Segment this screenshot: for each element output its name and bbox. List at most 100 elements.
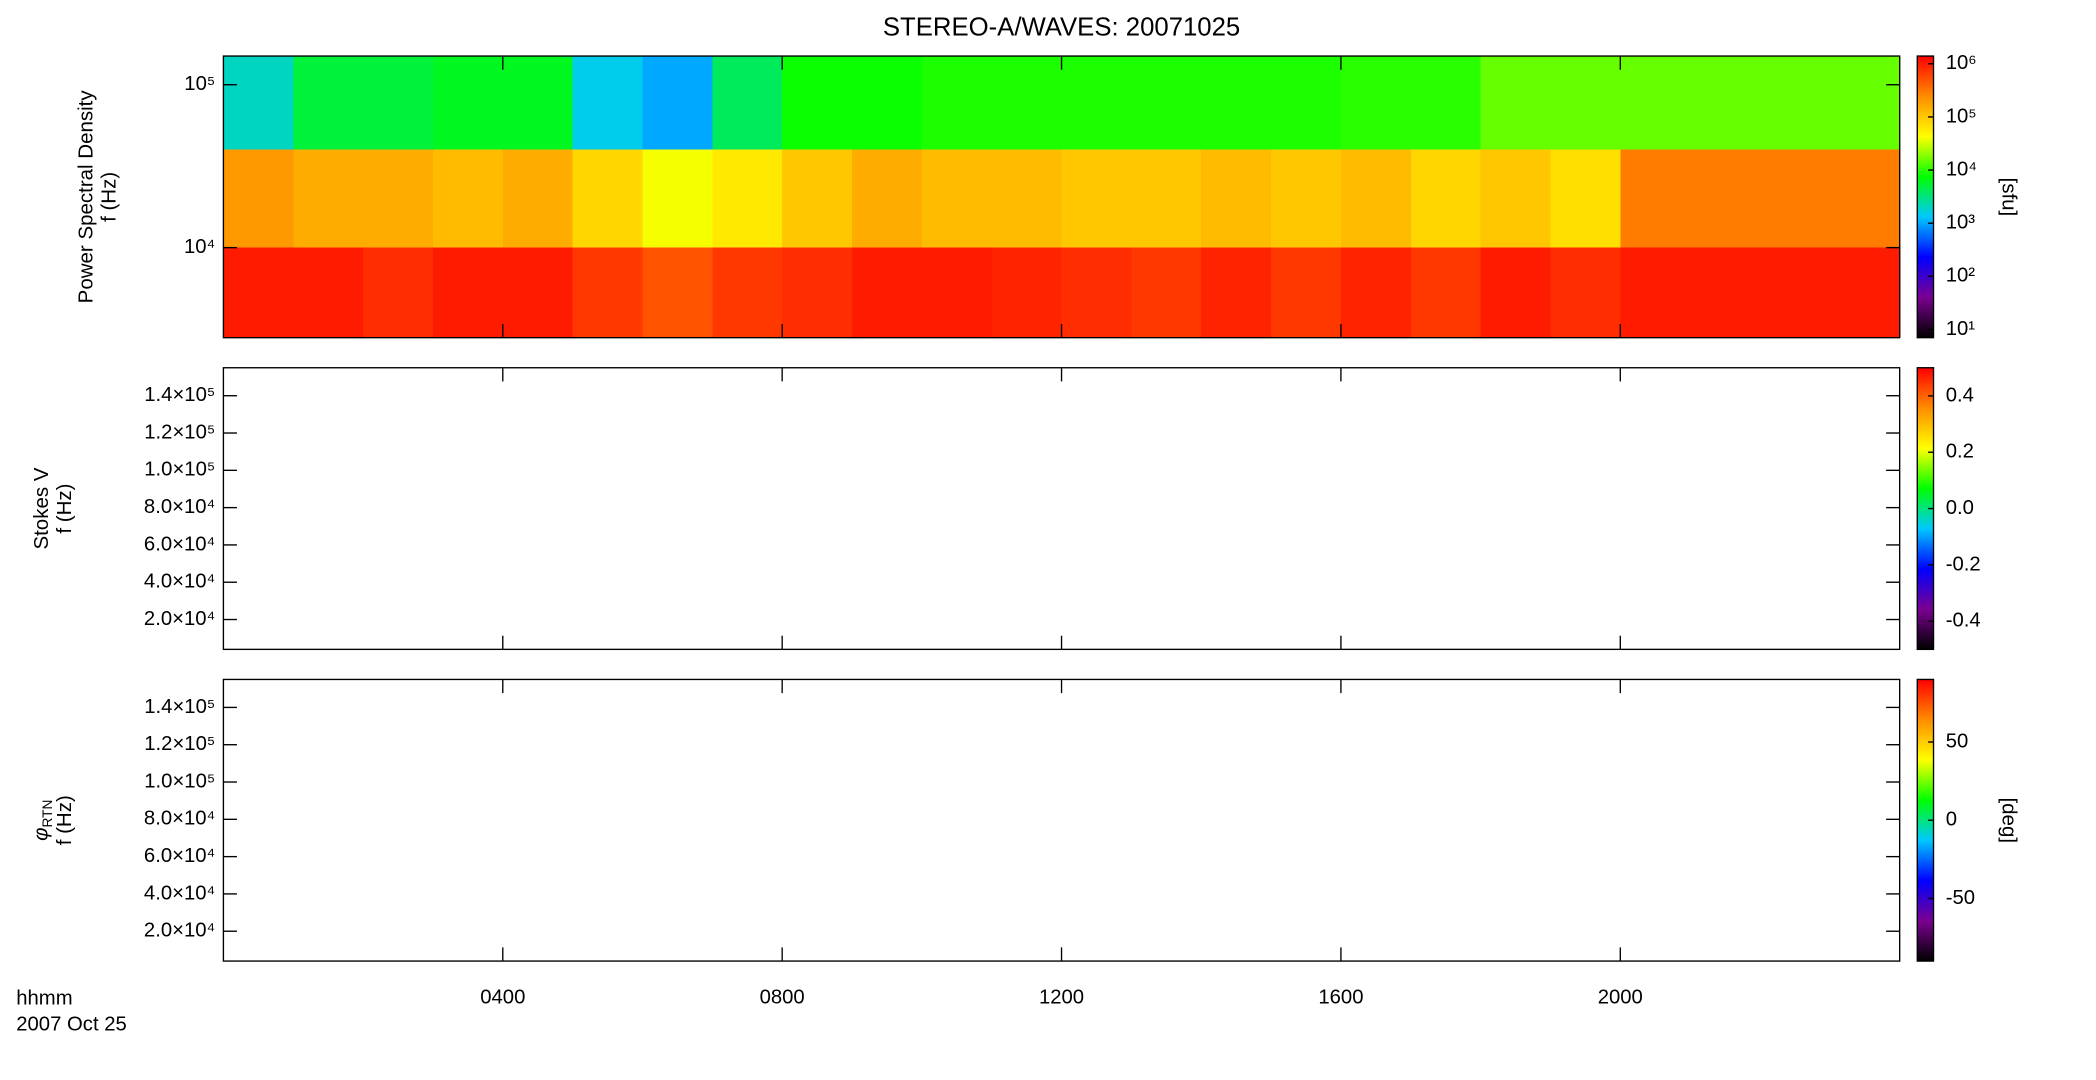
heatmap-cell <box>1829 247 1901 338</box>
heatmap-cell <box>1061 247 1133 338</box>
heatmap-cell <box>223 149 294 248</box>
heatmap-cell <box>1690 149 1761 248</box>
heatmap-cell <box>782 149 853 248</box>
heatmap-cell <box>1620 56 1691 150</box>
heatmap-cell <box>1201 149 1272 248</box>
x-tick-label: 1200 <box>1039 986 1084 1008</box>
heatmap-cell <box>1061 149 1133 248</box>
heatmap-cell <box>852 149 923 248</box>
colorbar-tick-label: 0.4 <box>1946 384 1974 406</box>
y-tick-label: 6.0×10⁴ <box>144 533 215 555</box>
heatmap-cell <box>1620 247 1691 338</box>
y-tick-label: 1.4×10⁵ <box>144 384 215 406</box>
plot-frame <box>222 367 1901 651</box>
colorbar-tick-label: 0 <box>1946 809 1957 831</box>
heatmap-cell <box>712 149 783 248</box>
heatmap-cell <box>782 56 853 150</box>
heatmap-cell <box>1271 247 1342 338</box>
colorbar-label: [deg] <box>1998 797 2020 843</box>
heatmap-cell <box>502 149 574 248</box>
y-axis-label-line: f (Hz) <box>54 484 76 534</box>
heatmap-cell <box>1829 149 1901 248</box>
heatmap-cell <box>1550 149 1621 248</box>
colorbar-tick-label: 10³ <box>1946 212 1976 234</box>
heatmap-cell <box>223 56 294 150</box>
heatmap-cell <box>1340 149 1412 248</box>
colorbar-tick-label: 0.2 <box>1946 441 1974 463</box>
heatmap-cell <box>1410 149 1482 248</box>
plot-frame <box>222 678 1901 962</box>
y-tick-label: 1.0×10⁵ <box>144 770 215 792</box>
y-tick-label: 10⁴ <box>184 236 215 258</box>
heatmap-cell <box>642 56 713 150</box>
heatmap-cell <box>502 247 574 338</box>
x-tick-label: 1600 <box>1318 986 1363 1008</box>
chart-title: STEREO-A/WAVES: 20071025 <box>883 13 1240 41</box>
heatmap-cell <box>852 247 923 338</box>
x-axis-label: hhmm <box>16 988 72 1010</box>
heatmap-cell <box>1271 56 1342 150</box>
heatmap-cell <box>1340 247 1412 338</box>
y-tick-label: 2.0×10⁴ <box>144 920 215 942</box>
heatmap-cell <box>1829 56 1901 150</box>
heatmap-cell <box>293 149 364 248</box>
heatmap-cell <box>1201 247 1272 338</box>
y-tick-label: 2.0×10⁴ <box>144 608 215 630</box>
heatmap-cell <box>1410 56 1482 150</box>
label-symbol: φ <box>31 827 53 840</box>
label-subscript: RTN <box>40 800 55 828</box>
heatmap-cell <box>502 56 574 150</box>
heatmap-cell <box>1410 247 1482 338</box>
heatmap-cell <box>1759 149 1831 248</box>
heatmap-cell <box>1550 247 1621 338</box>
colorbar-tick-label: 10¹ <box>1946 318 1976 340</box>
heatmap-cell <box>712 247 783 338</box>
heatmap-cell <box>1759 247 1831 338</box>
heatmap-cell <box>991 56 1063 150</box>
heatmap-cell <box>432 247 504 338</box>
y-tick-label: 1.2×10⁵ <box>144 733 215 755</box>
heatmap-cell <box>293 56 364 150</box>
heatmap-cell <box>223 247 294 338</box>
y-axis-label: φRTN f (Hz) <box>31 795 76 845</box>
y-tick-label: 6.0×10⁴ <box>144 845 215 867</box>
colorbar-tick-label: 10⁴ <box>1946 158 1977 180</box>
heatmap-cell <box>572 247 644 338</box>
colorbar-tick-label: -50 <box>1946 887 1975 909</box>
heatmap-cell <box>1759 56 1831 150</box>
colorbar-tick-label: 0.0 <box>1946 497 1974 519</box>
y-tick-label: 10⁵ <box>184 73 215 95</box>
heatmap-cell <box>1690 247 1761 338</box>
heatmap-cell <box>1131 56 1202 150</box>
heatmap-cell <box>1201 56 1272 150</box>
heatmap-cell <box>991 247 1063 338</box>
y-axis-label-line: Power Spectral Density <box>76 90 98 304</box>
colorbar-tick-label: 50 <box>1946 730 1969 752</box>
heatmap-cell <box>572 149 644 248</box>
x-tick-label: 0800 <box>760 986 805 1008</box>
y-tick-label: 1.4×10⁵ <box>144 696 215 718</box>
colorbar-tick-label: 10⁶ <box>1946 52 1977 74</box>
colorbar-tick-label: -0.4 <box>1946 610 1981 632</box>
heatmap-cell <box>1550 56 1621 150</box>
heatmap-cell <box>921 149 993 248</box>
heatmap-cell <box>363 247 434 338</box>
heatmap-cell <box>852 56 923 150</box>
heatmap-cell <box>782 247 853 338</box>
heatmap-cell <box>363 149 434 248</box>
y-tick-label: 1.2×10⁵ <box>144 421 215 443</box>
y-tick-label: 1.0×10⁵ <box>144 459 215 481</box>
colorbar-label: [sfu] <box>1998 178 2020 217</box>
y-axis-label-line: φRTN <box>31 800 55 841</box>
y-tick-label: 8.0×10⁴ <box>144 808 215 830</box>
y-tick-label: 4.0×10⁴ <box>144 882 215 904</box>
heatmap-cell <box>1131 149 1202 248</box>
x-tick-label: 0400 <box>480 986 525 1008</box>
heatmap-cell <box>1131 247 1202 338</box>
heatmap-cell <box>712 56 783 150</box>
heatmap-cell <box>1480 149 1552 248</box>
heatmap-cell <box>1340 56 1412 150</box>
heatmap-cell <box>921 247 993 338</box>
